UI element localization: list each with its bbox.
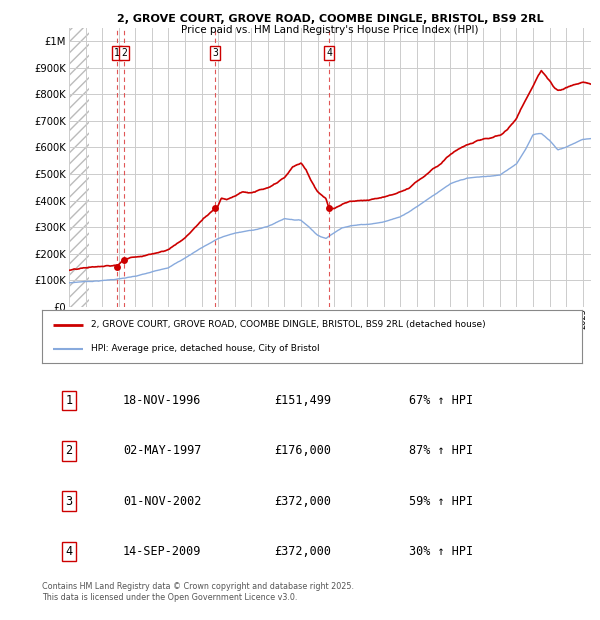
Text: £176,000: £176,000	[274, 445, 331, 458]
Text: £151,499: £151,499	[274, 394, 331, 407]
Text: 2: 2	[65, 445, 73, 458]
Text: 87% ↑ HPI: 87% ↑ HPI	[409, 445, 473, 458]
Bar	[69, 28, 89, 307]
Text: £372,000: £372,000	[274, 495, 331, 508]
Text: £372,000: £372,000	[274, 545, 331, 558]
Text: 2: 2	[121, 48, 127, 58]
Text: 4: 4	[326, 48, 332, 58]
Text: HPI: Average price, detached house, City of Bristol: HPI: Average price, detached house, City…	[91, 345, 319, 353]
Text: 14-SEP-2009: 14-SEP-2009	[123, 545, 202, 558]
Text: 1: 1	[114, 48, 119, 58]
Text: 01-NOV-2002: 01-NOV-2002	[123, 495, 202, 508]
Text: Price paid vs. HM Land Registry's House Price Index (HPI): Price paid vs. HM Land Registry's House …	[181, 25, 479, 35]
Text: 3: 3	[212, 48, 218, 58]
Text: 67% ↑ HPI: 67% ↑ HPI	[409, 394, 473, 407]
Text: 02-MAY-1997: 02-MAY-1997	[123, 445, 202, 458]
Text: 18-NOV-1996: 18-NOV-1996	[123, 394, 202, 407]
Text: 4: 4	[65, 545, 73, 558]
Text: 2, GROVE COURT, GROVE ROAD, COOMBE DINGLE, BRISTOL, BS9 2RL: 2, GROVE COURT, GROVE ROAD, COOMBE DINGL…	[116, 14, 544, 24]
Text: Contains HM Land Registry data © Crown copyright and database right 2025.
This d: Contains HM Land Registry data © Crown c…	[42, 582, 354, 603]
Text: 3: 3	[65, 495, 73, 508]
Text: 1: 1	[65, 394, 73, 407]
Text: 59% ↑ HPI: 59% ↑ HPI	[409, 495, 473, 508]
Text: 2, GROVE COURT, GROVE ROAD, COOMBE DINGLE, BRISTOL, BS9 2RL (detached house): 2, GROVE COURT, GROVE ROAD, COOMBE DINGL…	[91, 321, 485, 329]
Text: 30% ↑ HPI: 30% ↑ HPI	[409, 545, 473, 558]
